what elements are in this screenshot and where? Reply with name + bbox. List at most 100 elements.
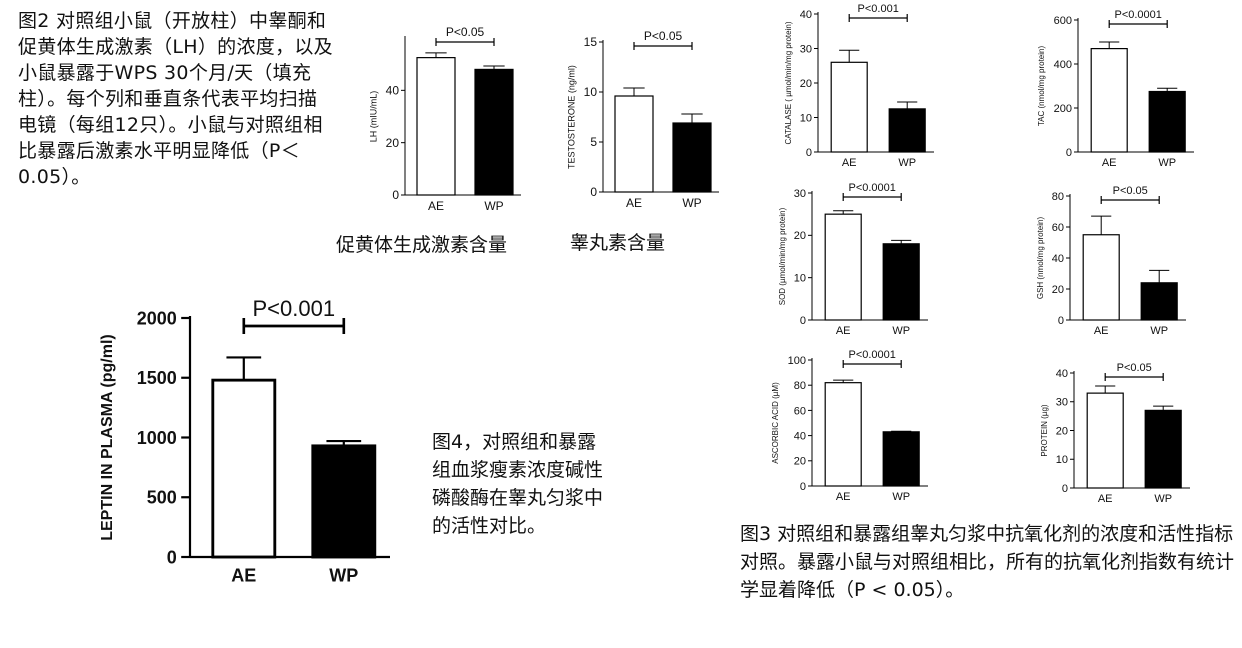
sod-y-tick-label: 20	[794, 230, 806, 242]
catalase-y-tick-label: 30	[800, 43, 812, 55]
leptin-x-label-ae: AE	[231, 566, 256, 586]
lh-p-value-label: P<0.05	[446, 25, 485, 39]
gsh-y-tick-label: 80	[1052, 191, 1064, 203]
ascorbic-p-value-label: P<0.0001	[848, 349, 895, 361]
tac-y-tick-label: 600	[1054, 15, 1072, 27]
ascorbic-y-tick-label: 40	[794, 430, 806, 442]
gsh-x-label-wp: WP	[1150, 325, 1168, 337]
testosterone-subtitle: 睾丸素含量	[570, 232, 666, 254]
leptin-p-value-label: P<0.001	[253, 296, 336, 321]
testosterone-x-label-ae: AE	[626, 196, 642, 210]
gsh-y-tick-label: 20	[1052, 284, 1064, 296]
leptin-chart: 0 500 1000 1500 2000 LEPTIN IN PLASMA (pg/ml)…	[99, 296, 390, 586]
catalase-p-value-label: P<0.001	[858, 3, 899, 15]
testosterone-bar-wp	[672, 122, 712, 193]
testosterone-x-label-wp: WP	[682, 196, 701, 210]
gsh-y-tick-label: 0	[1058, 315, 1064, 327]
sod-x-label-ae: AE	[836, 325, 851, 337]
lh-y-tick-label: 20	[386, 136, 400, 150]
figure3-caption: 图3 对照组和暴露组睾丸匀浆中抗氧化剂的浓度和活性指标对照。暴露小鼠与对照组相比…	[740, 523, 1235, 601]
catalase-y-tick-label: 10	[800, 112, 812, 124]
catalase-x-label-ae: AE	[842, 157, 857, 169]
lh-y-tick-label: 40	[386, 84, 400, 98]
ascorbic-y-tick-label: 60	[794, 405, 806, 417]
sod-y-tick-label: 0	[800, 315, 806, 327]
protein-x-label-wp: WP	[1154, 493, 1172, 505]
catalase-bar-wp	[888, 108, 926, 153]
tac-x-label-wp: WP	[1158, 157, 1176, 169]
leptin-y-axis-label: LEPTIN IN PLASMA (pg/ml)	[99, 334, 116, 541]
testosterone-p-value-label: P<0.05	[644, 29, 683, 43]
leptin-x-label-wp: WP	[329, 566, 358, 586]
protein-y-tick-label: 0	[1062, 483, 1068, 495]
ascorbic-x-label-wp: WP	[892, 491, 910, 503]
testosterone-y-axis-label: TESTOSTERONE (ng/ml)	[567, 65, 577, 169]
protein-p-value-label: P<0.05	[1117, 362, 1152, 374]
protein-bar-ae	[1086, 392, 1124, 489]
sod-chart: 0 10 20 30 SOD (µmol/min/mg protein) AE WP P<0.…	[778, 182, 928, 337]
ascorbic-bar-wp	[882, 431, 920, 487]
tac-x-label-ae: AE	[1102, 157, 1117, 169]
testosterone-chart: 0 5 10 15 TESTOSTERONE (ng/ml) AE WP P<0.05	[567, 29, 719, 210]
gsh-y-tick-label: 60	[1052, 222, 1064, 234]
lh-bar-wp	[474, 68, 514, 196]
sod-bar-ae	[824, 213, 862, 321]
protein-y-axis-label: PROTEIN (µg)	[1040, 404, 1049, 457]
figure2-caption: 图2 对照组小鼠（开放柱）中睾酮和促黄体生成激素（LH）的浓度，以及小鼠暴露于W…	[18, 10, 333, 188]
ascorbic-y-axis-label: ASCORBIC ACID (µM)	[771, 382, 780, 464]
lh-bar-ae	[416, 57, 456, 196]
sod-x-label-wp: WP	[892, 325, 910, 337]
tac-y-axis-label: TAC (nmol/mg protein)	[1037, 46, 1046, 127]
leptin-y-tick-label: 1000	[137, 428, 177, 448]
gsh-p-value-label: P<0.05	[1113, 185, 1148, 197]
sod-y-tick-label: 30	[794, 188, 806, 200]
protein-chart: 0 10 20 30 40 PROTEIN (µg) AE WP P<0.05	[1040, 362, 1190, 505]
leptin-y-tick-label: 500	[147, 488, 177, 508]
catalase-y-tick-label: 0	[806, 147, 812, 159]
ascorbic-x-label-ae: AE	[836, 491, 851, 503]
testosterone-y-tick-label: 5	[590, 135, 597, 149]
tac-chart: 0 200 400 600 TAC (nmol/mg protein) AE WP P<0.0…	[1037, 9, 1194, 169]
leptin-y-tick-label: 1500	[137, 368, 177, 388]
gsh-y-axis-label: GSH (nmol/mg protein)	[1036, 217, 1045, 300]
ascorbic-bar-ae	[824, 382, 862, 487]
sod-y-axis-label: SOD (µmol/min/mg protein)	[778, 207, 787, 305]
figure4-caption: 图4，对照组和暴露组血浆瘦素浓度碱性磷酸酶在睾丸匀浆中的活性对比。	[432, 431, 604, 537]
protein-y-tick-label: 40	[1056, 368, 1068, 380]
ascorbic-y-tick-label: 80	[794, 380, 806, 392]
gsh-y-tick-label: 40	[1052, 253, 1064, 265]
gsh-bar-ae	[1082, 234, 1120, 321]
protein-x-label-ae: AE	[1098, 493, 1113, 505]
catalase-y-axis-label: CATALASE ( µmol/min/mg protein)	[784, 21, 793, 144]
protein-y-tick-label: 10	[1056, 454, 1068, 466]
testosterone-y-tick-label: 15	[584, 35, 598, 49]
tac-y-tick-label: 400	[1054, 59, 1072, 71]
leptin-y-tick-label: 2000	[137, 308, 177, 328]
tac-p-value-label: P<0.0001	[1114, 9, 1161, 21]
tac-y-tick-label: 200	[1054, 103, 1072, 115]
ascorbic-y-tick-label: 0	[800, 481, 806, 493]
ascorbic-chart: 0 20 40 60 80 100 ASCORBIC ACID (µM) AE WP P<0.00…	[771, 349, 928, 503]
protein-bar-wp	[1144, 409, 1182, 489]
lh-chart: 0 20 40 LH (mIU/mL) AE WP P<0.05	[369, 25, 521, 213]
gsh-bar-wp	[1140, 282, 1178, 321]
tac-bar-wp	[1148, 90, 1186, 153]
sod-bar-wp	[882, 243, 920, 321]
gsh-x-label-ae: AE	[1094, 325, 1109, 337]
lh-subtitle: 促黄体生成激素含量	[336, 234, 508, 256]
sod-y-tick-label: 10	[794, 273, 806, 285]
protein-y-tick-label: 20	[1056, 425, 1068, 437]
testosterone-bar-ae	[614, 95, 654, 193]
sod-p-value-label: P<0.0001	[848, 182, 895, 194]
catalase-y-tick-label: 20	[800, 78, 812, 90]
testosterone-y-tick-label: 0	[590, 185, 597, 199]
lh-x-label-wp: WP	[484, 199, 503, 213]
lh-y-axis-label: LH (mIU/mL)	[369, 91, 379, 143]
leptin-bar-ae	[211, 378, 277, 559]
leptin-y-tick-label: 0	[167, 547, 177, 567]
tac-bar-ae	[1090, 47, 1128, 153]
lh-y-tick-label: 0	[392, 188, 399, 202]
lh-x-label-ae: AE	[428, 199, 444, 213]
